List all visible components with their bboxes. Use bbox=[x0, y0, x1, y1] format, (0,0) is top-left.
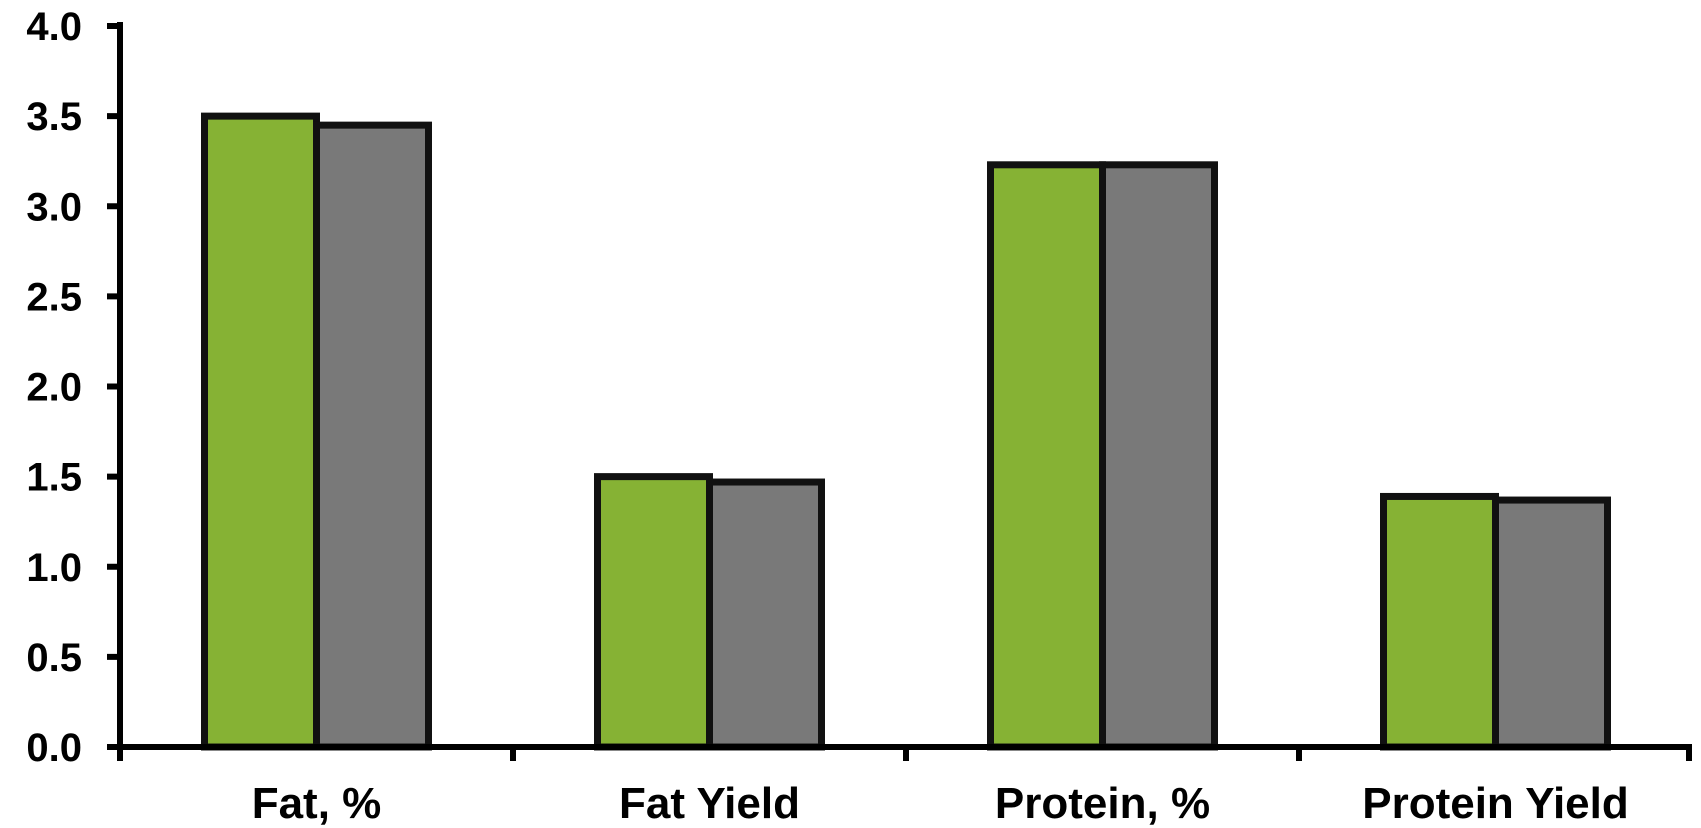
bar-1-2 bbox=[594, 473, 713, 751]
x-category-label: Fat, % bbox=[252, 779, 382, 828]
bar-1-4 bbox=[1380, 492, 1499, 751]
x-category-label: Fat Yield bbox=[619, 779, 800, 828]
bar-1-1 bbox=[201, 112, 320, 751]
y-tick-label: 0.5 bbox=[26, 636, 82, 680]
bar-2-2 bbox=[706, 478, 825, 751]
y-tick-label: 3.0 bbox=[26, 185, 82, 229]
y-tick-label: 1.0 bbox=[26, 546, 82, 590]
y-tick-label: 1.5 bbox=[26, 456, 82, 500]
x-category-label: Protein Yield bbox=[1362, 779, 1629, 828]
y-tick-label: 4.0 bbox=[26, 5, 82, 49]
y-tick-label: 2.5 bbox=[26, 275, 82, 319]
bar-2-4 bbox=[1492, 496, 1611, 751]
bar-2-1 bbox=[313, 121, 432, 751]
y-tick-label: 3.5 bbox=[26, 95, 82, 139]
y-tick-label: 2.0 bbox=[26, 366, 82, 410]
bar-1-3 bbox=[987, 161, 1106, 751]
y-axis-ticks: 0.0 0.5 1.0 1.5 2.0 2.5 3.0 3.5 4.0 bbox=[26, 5, 120, 770]
y-tick-label: 0.0 bbox=[26, 726, 82, 770]
x-category-label: Protein, % bbox=[995, 779, 1210, 828]
x-axis-labels: Fat, % Fat Yield Protein, % Protein Yield bbox=[252, 779, 1629, 828]
bar-2-3 bbox=[1099, 161, 1218, 751]
bars-layer bbox=[201, 112, 1611, 751]
